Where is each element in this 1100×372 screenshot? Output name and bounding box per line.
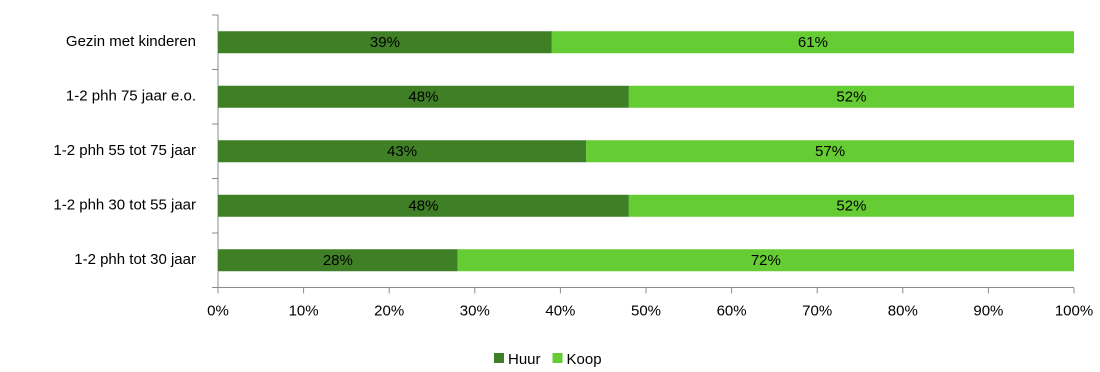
tick-label: 0% <box>207 303 229 320</box>
legend-label: Koop <box>567 351 602 368</box>
data-label: 72% <box>751 252 781 269</box>
legend-swatch-huur <box>494 353 504 363</box>
tick-label: 20% <box>374 303 404 320</box>
value-axis: 0% 10% 20% 30% 40% 50% 60% 70% 80% 90% 100% <box>207 287 1093 320</box>
bar-segment-huur <box>218 194 629 217</box>
bar-segment-huur <box>218 249 458 272</box>
bar-segment-koop <box>551 31 1074 54</box>
tick-label: 90% <box>973 303 1003 320</box>
category-label: Gezin met kinderen <box>66 33 196 50</box>
tick-label: 80% <box>888 303 918 320</box>
bar-segment-huur <box>218 85 629 108</box>
data-label: 52% <box>836 198 866 215</box>
bar-segment-koop <box>628 85 1074 108</box>
tick-label: 50% <box>631 303 661 320</box>
category-axis: Gezin met kinderen 1-2 phh 75 jaar e.o. 1-… <box>53 14 219 288</box>
data-label: 48% <box>408 89 438 106</box>
bar-segment-koop <box>628 194 1074 217</box>
tick-label: 10% <box>289 303 319 320</box>
data-label: 57% <box>815 143 845 160</box>
legend: Huur Koop <box>494 351 602 368</box>
tick-label: 70% <box>802 303 832 320</box>
tick-label: 30% <box>460 303 490 320</box>
tick-label: 40% <box>545 303 575 320</box>
bar-segment-koop <box>457 249 1074 272</box>
legend-swatch-koop <box>552 353 563 363</box>
data-label: 43% <box>387 143 417 160</box>
category-label: 1-2 phh tot 30 jaar <box>74 251 196 268</box>
bar-segment-koop <box>586 140 1074 163</box>
data-label: 48% <box>408 198 438 215</box>
data-label: 39% <box>370 34 400 51</box>
category-label: 1-2 phh 55 tot 75 jaar <box>53 142 196 159</box>
data-label: 61% <box>798 34 828 51</box>
category-label: 1-2 phh 30 tot 55 jaar <box>53 197 196 214</box>
category-label: 1-2 phh 75 jaar e.o. <box>66 88 196 105</box>
data-label: 52% <box>836 89 866 106</box>
tick-label: 100% <box>1055 303 1093 320</box>
data-label: 28% <box>323 252 353 269</box>
bar-segment-huur <box>218 31 552 54</box>
bars: 39% 61% 48% 52% 43% 57% 48% 52% 28% 72% <box>218 31 1074 272</box>
legend-label: Huur <box>508 351 541 368</box>
bar-segment-huur <box>218 140 587 163</box>
tick-label: 60% <box>717 303 747 320</box>
